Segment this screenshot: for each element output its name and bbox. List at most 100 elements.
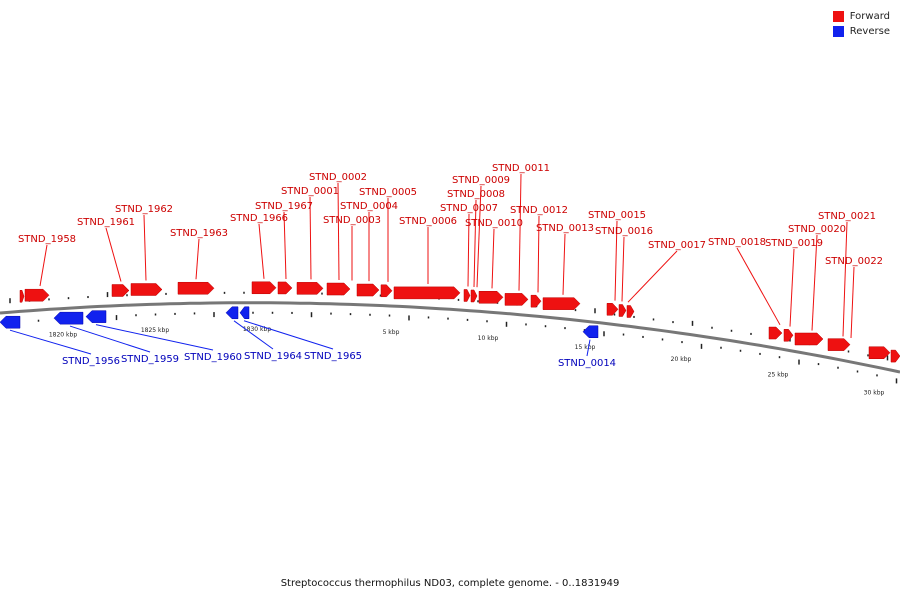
forward-gene-arrow: [380, 284, 393, 298]
forward-gene-label: STND_1958: [18, 234, 76, 245]
legend-forward-label: Forward: [849, 11, 890, 22]
forward-gene-label: STND_0006: [399, 216, 457, 227]
forward-leader-line: [789, 248, 795, 327]
forward-leader-line: [537, 215, 540, 293]
forward-gene-arrow: [277, 281, 293, 295]
forward-gene-arrow: [130, 283, 163, 296]
legend-reverse: Reverse: [832, 24, 890, 39]
forward-gene-arrow: [868, 346, 891, 359]
forward-gene-label: STND_0012: [510, 205, 568, 216]
forward-gene-label: STND_0013: [536, 223, 594, 234]
forward-leader-line: [518, 173, 522, 291]
forward-leader-line: [842, 221, 848, 337]
forward-leader-line: [736, 247, 781, 326]
reverse-gene-arrow: [0, 315, 21, 329]
forward-leader-line: [195, 238, 200, 280]
forward-gene-label: STND_1967: [255, 201, 313, 212]
forward-gene-label: STND_1961: [77, 217, 135, 228]
forward-gene-arrow: [768, 326, 783, 340]
forward-gene-label: STND_0021: [818, 211, 876, 222]
forward-leader-line: [309, 196, 312, 280]
forward-gene-label: STND_0008: [447, 189, 505, 200]
forward-gene-arrow: [530, 294, 542, 308]
forward-gene-arrow: [463, 289, 471, 302]
forward-gene-arrow: [618, 304, 627, 317]
forward-gene-arrow: [606, 303, 619, 316]
scale-label: 1830 kbp: [243, 326, 271, 333]
forward-leader-line: [621, 236, 625, 302]
reverse-gene-label: STND_1964: [244, 351, 302, 362]
forward-gene-label: STND_0019: [765, 238, 823, 249]
forward-gene-arrow: [24, 288, 50, 302]
forward-gene-arrow: [326, 282, 351, 296]
scale-label: 30 kbp: [864, 390, 885, 397]
forward-gene-label: STND_0005: [359, 187, 417, 198]
forward-leader-line: [562, 233, 566, 295]
legend-forward-swatch: [832, 11, 844, 22]
forward-leader-line: [283, 211, 287, 279]
forward-gene-label: STND_0010: [465, 218, 523, 229]
scale-label: 20 kbp: [671, 356, 692, 363]
forward-gene-label: STND_0011: [492, 163, 550, 174]
forward-gene-label: STND_0003: [323, 215, 381, 226]
forward-gene-arrow: [356, 283, 380, 297]
forward-leader-line: [337, 182, 340, 281]
forward-leader-line: [467, 213, 470, 287]
legend-reverse-swatch: [832, 26, 844, 37]
reverse-leader-line: [233, 320, 274, 350]
forward-leader-line: [105, 227, 122, 282]
forward-gene-label: STND_0017: [648, 240, 706, 251]
forward-gene-arrow: [827, 338, 851, 351]
genome-backbone: [0, 301, 900, 374]
reverse-gene-label: STND_1956: [62, 356, 120, 367]
reverse-gene-arrow: [239, 306, 250, 320]
gene-labels: STND_1958STND_1961STND_1962STND_1963STND…: [18, 163, 883, 369]
forward-gene-arrow: [177, 281, 215, 295]
reverse-leader-line: [95, 324, 214, 351]
forward-gene-label: STND_0007: [440, 203, 498, 214]
legend-reverse-label: Reverse: [849, 26, 890, 37]
forward-gene-arrow: [542, 297, 581, 310]
forward-gene-arrow: [478, 291, 504, 304]
forward-gene-arrow: [890, 349, 900, 363]
reverse-gene-arrow: [582, 325, 599, 339]
forward-gene-label: STND_0020: [788, 224, 846, 235]
reverse-leader-line: [69, 325, 151, 353]
forward-gene-arrow: [111, 284, 130, 297]
scale-label: 25 kbp: [768, 371, 789, 378]
reverse-leader-line: [586, 339, 591, 357]
backbone-line: [0, 301, 900, 374]
forward-leader-line: [39, 244, 48, 287]
forward-gene-arrow: [504, 293, 529, 306]
forward-leader-line: [811, 234, 818, 331]
forward-leader-line: [614, 220, 618, 301]
forward-leader-line: [258, 223, 265, 279]
reverse-gene-arrow: [225, 306, 239, 320]
scale-label: 1825 kbp: [141, 327, 169, 334]
forward-gene-arrow: [783, 329, 794, 342]
forward-gene-label: STND_0002: [309, 172, 367, 183]
forward-leader-line: [627, 250, 678, 303]
scale-label: 5 kbp: [383, 329, 400, 336]
forward-gene-arrow: [296, 282, 324, 295]
scale-label: 15 kbp: [575, 344, 596, 351]
reverse-gene-arrow: [85, 310, 107, 323]
reverse-leader-line: [9, 329, 92, 355]
forward-gene-label: STND_0009: [452, 175, 510, 186]
forward-gene-label: STND_0022: [825, 256, 883, 267]
forward-gene-arrow: [19, 290, 25, 303]
legend-forward: Forward: [832, 9, 890, 24]
gene-features: [0, 281, 900, 363]
forward-gene-label: STND_0004: [340, 201, 398, 212]
forward-gene-label: STND_1963: [170, 228, 228, 239]
legend: Forward Reverse: [832, 9, 890, 39]
forward-gene-arrow: [393, 286, 461, 300]
reverse-gene-arrow: [53, 311, 84, 325]
forward-gene-arrow: [794, 332, 824, 346]
reverse-leader-line: [243, 320, 334, 350]
forward-gene-arrow: [251, 281, 277, 295]
forward-gene-label: STND_0001: [281, 186, 339, 197]
reverse-gene-label: STND_1960: [184, 352, 242, 363]
forward-leader-line: [476, 185, 482, 288]
